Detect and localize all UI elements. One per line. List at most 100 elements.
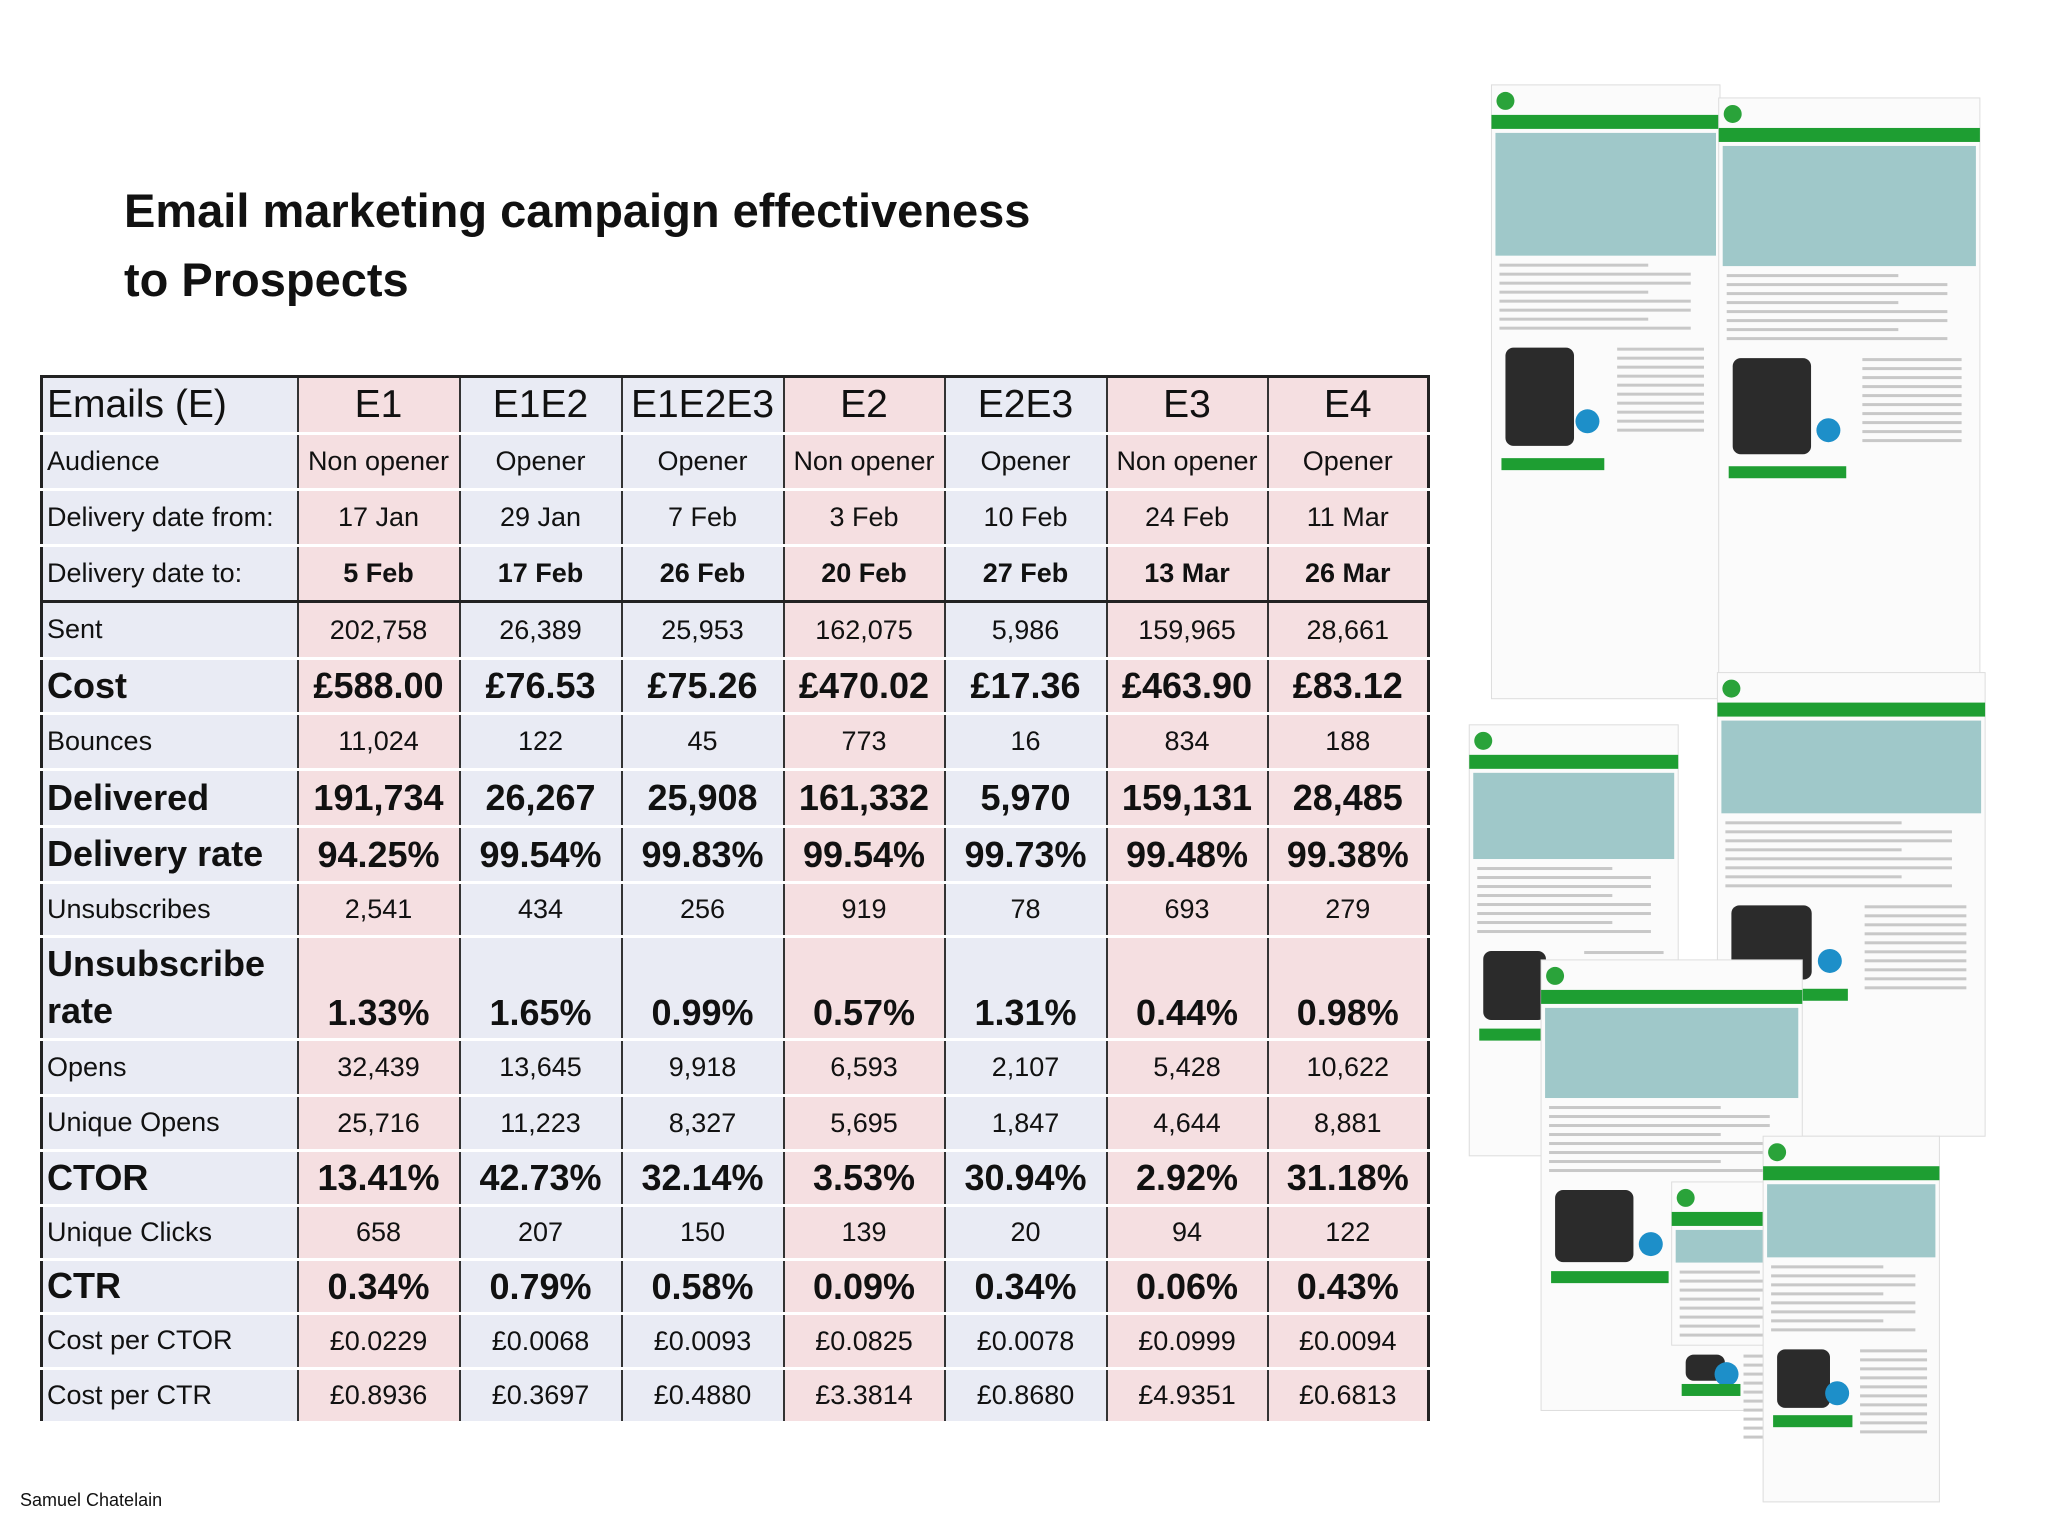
email-terminal <box>1777 1349 1830 1408</box>
email-text-line <box>1860 1421 1928 1425</box>
cell: £0.0229 <box>296 1313 461 1370</box>
email-badge <box>1816 418 1841 443</box>
row-label: Unsubscribe rate <box>40 936 299 1041</box>
cell: 188 <box>1266 713 1430 771</box>
email-text-line <box>1679 1315 1783 1319</box>
email-text-line <box>1617 419 1705 423</box>
email-text-line <box>1864 905 1967 909</box>
cell: 30.94% <box>943 1150 1108 1207</box>
cell: 29 Jan <box>458 489 623 547</box>
email-text-line <box>1860 1385 1928 1389</box>
cell: 1.65% <box>458 936 623 1041</box>
email-text-line <box>1725 848 1902 852</box>
cell: Opener <box>458 433 623 491</box>
email-terminal <box>1732 358 1812 455</box>
title-line: Email marketing campaign effectiveness <box>124 184 1031 237</box>
cell: 150 <box>620 1205 785 1261</box>
cell: £0.0093 <box>620 1313 785 1370</box>
cell: 11 Mar <box>1266 489 1430 547</box>
cell: 28,661 <box>1266 601 1430 660</box>
cell: 0.09% <box>782 1259 946 1315</box>
email-text-line <box>1860 1394 1928 1398</box>
cell: 279 <box>1266 882 1430 938</box>
cell: 6,593 <box>782 1039 946 1097</box>
email-text-line <box>1726 292 1948 296</box>
cell: 0.98% <box>1266 936 1430 1041</box>
title-line: to Prospects <box>124 253 409 306</box>
header-cell: E1E2 <box>458 376 623 435</box>
table-row: Cost per CTR £0.8936 £0.3697 £0.4880 £3.3814… <box>40 1368 1430 1424</box>
email-text-line <box>1725 875 1902 879</box>
email-text-line <box>1679 1279 1783 1283</box>
cell: 26 Feb <box>620 545 785 603</box>
cell: 122 <box>458 713 623 771</box>
cell: £0.4880 <box>620 1368 785 1424</box>
header-cell: E4 <box>1266 376 1430 435</box>
cell: Opener <box>620 433 785 491</box>
email-text-line <box>1725 830 1952 834</box>
cell: 24 Feb <box>1105 489 1269 547</box>
cell: 99.54% <box>458 826 623 884</box>
cell: 42.73% <box>458 1150 623 1207</box>
email-button <box>1681 1383 1741 1396</box>
email-button <box>1501 458 1605 471</box>
email-logo <box>1768 1143 1787 1162</box>
email-text-line <box>1860 1376 1928 1380</box>
email-text-line <box>1617 428 1705 432</box>
email-text-line <box>1771 1292 1884 1296</box>
email-text-line <box>1617 374 1705 378</box>
email-text-line <box>1617 410 1705 414</box>
cell: 28,485 <box>1266 769 1430 828</box>
email-text-line <box>1617 383 1705 387</box>
cell: £0.0999 <box>1105 1313 1269 1370</box>
row-label: Unsubscribes <box>40 882 299 938</box>
email-text-line <box>1584 951 1664 955</box>
email-text-line <box>1499 308 1691 312</box>
email-logo <box>1722 679 1741 698</box>
email-text-line <box>1860 1403 1928 1407</box>
row-label: Delivered <box>40 769 299 828</box>
row-label: Bounces <box>40 713 299 771</box>
email-text-line <box>1862 376 1962 380</box>
email-text-line <box>1771 1319 1884 1323</box>
email-text-line <box>1617 401 1705 405</box>
email-text-line <box>1864 914 1967 918</box>
cell: 8,327 <box>620 1095 785 1152</box>
email-text-line <box>1864 950 1967 954</box>
email-text-line <box>1862 412 1962 416</box>
email-text-line <box>1499 281 1691 285</box>
email-hero <box>1721 720 1982 814</box>
cell: Opener <box>1266 433 1430 491</box>
cell: 0.99% <box>620 936 785 1041</box>
cell: 162,075 <box>782 601 946 660</box>
table-row: Unsubscribes 2,541 434 256 919 78 693 279 <box>40 882 1430 938</box>
cell: 693 <box>1105 882 1269 938</box>
email-text-line <box>1499 290 1649 294</box>
table-row: Unique Clicks 658 207 150 139 20 94 122 <box>40 1205 1430 1261</box>
table-row: Unsubscribe rate 1.33% 1.65% 0.99% 0.57% 1.31… <box>40 936 1430 1041</box>
email-logo <box>1474 731 1493 750</box>
table-row: CTOR 13.41% 42.73% 32.14% 3.53% 30.94% 2.92% 31… <box>40 1150 1430 1207</box>
cell: 17 Feb <box>458 545 623 603</box>
email-text-line <box>1771 1310 1916 1314</box>
cell: 26,389 <box>458 601 623 660</box>
email-text-line <box>1477 885 1651 889</box>
cell: 161,332 <box>782 769 946 828</box>
email-terminal <box>1483 951 1546 1020</box>
cell: £3.3814 <box>782 1368 946 1424</box>
row-label: Cost per CTOR <box>40 1313 299 1370</box>
cell: 2,541 <box>296 882 461 938</box>
email-text-line <box>1862 367 1962 371</box>
table-row: Delivery date from: 17 Jan 29 Jan 7 Feb 3 Fe… <box>40 489 1430 547</box>
cell: £470.02 <box>782 658 946 715</box>
email-nav <box>1541 989 1803 1004</box>
cell: 256 <box>620 882 785 938</box>
email-text-line <box>1860 1412 1928 1416</box>
cell: 191,734 <box>296 769 461 828</box>
email-text-line <box>1725 821 1902 825</box>
email-text-line <box>1549 1160 1721 1164</box>
email-text-line <box>1862 403 1962 407</box>
table-row: Audience Non opener Opener Opener Non opener… <box>40 433 1430 491</box>
email-terminal <box>1555 1190 1634 1263</box>
email-text-line <box>1725 839 1952 843</box>
